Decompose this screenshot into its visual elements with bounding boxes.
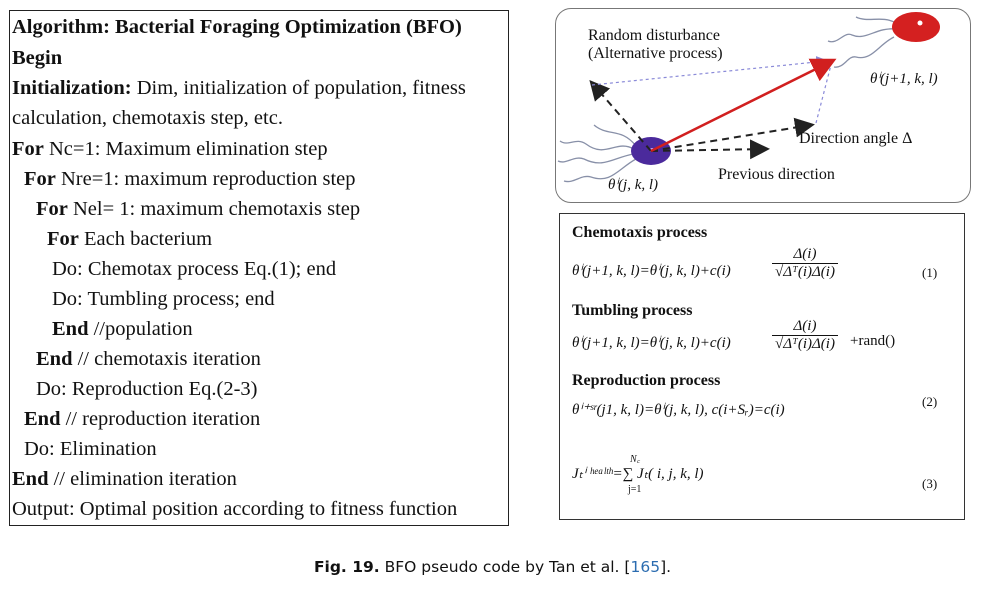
algo-line: For Nre=1: maximum reproduction step	[24, 168, 356, 190]
rand-term: +rand()	[850, 333, 896, 349]
frac-den: √Δᵀ(i)Δ(i)	[772, 335, 838, 353]
tumbling-title: Tumbling process	[572, 302, 693, 319]
formulas-box: Chemotaxis process θⁱ(j+1, k, l)=θⁱ(j, k…	[559, 213, 965, 520]
eq3-number: (3)	[922, 476, 938, 491]
algo-line: Do: Chemotax process Eq.(1); end	[52, 258, 337, 280]
chemotaxis-diagram: Random disturbance (Alternative process)…	[555, 8, 971, 203]
frac-num: Δ(i)	[793, 246, 817, 262]
reproduction-title: Reproduction process	[572, 372, 721, 389]
alt-dotted-link	[815, 60, 833, 124]
algo-line: Do: Elimination	[24, 438, 157, 460]
sum-bottom: j=1	[628, 484, 642, 495]
direction-angle-label: Direction angle Δ	[799, 130, 913, 147]
direction-arrow	[650, 117, 815, 152]
caption-reference-link[interactable]: 165	[630, 558, 661, 576]
diagram-graphic	[557, 12, 940, 183]
eq1-left: θⁱ(j+1, k, l)=θⁱ(j, k, l)+c(i)	[572, 263, 731, 279]
figure-caption: Fig. 19. BFO pseudo code by Tan et al. […	[0, 558, 985, 576]
algo-line: For Nel= 1: maximum chemotaxis step	[36, 198, 361, 220]
eq2-number: (2)	[922, 394, 938, 409]
chemotaxis-title: Chemotaxis process	[572, 224, 708, 241]
eq3: Jₜⁱ ʰᵉᵃˡᵗʰ=∑ Jₜ( i, j, k, l)	[572, 466, 704, 482]
algo-line: Begin	[12, 47, 63, 69]
algo-line: Algorithm: Bacterial Foraging Optimizati…	[12, 16, 462, 38]
algo-line: Output: Optimal position according to fi…	[12, 498, 458, 520]
algo-line: Do: Tumbling process; end	[52, 288, 275, 310]
algo-line: Initialization: Dim, initialization of p…	[12, 77, 466, 99]
algo-line: For Each bacterium	[47, 228, 213, 250]
algo-line: Do: Reproduction Eq.(2-3)	[36, 378, 258, 400]
algo-line: For Nc=1: Maximum elimination step	[12, 138, 328, 160]
sum-top: N꜀	[630, 454, 641, 465]
end-bacterium	[892, 12, 940, 42]
random-disturbance-arrow	[589, 79, 652, 152]
previous-direction-label: Previous direction	[718, 166, 835, 183]
algo-line: End //population	[52, 318, 193, 340]
frac-den: √Δᵀ(i)Δ(i)	[772, 263, 838, 281]
caption-end: ].	[660, 558, 672, 576]
alternative-process-label: (Alternative process)	[588, 45, 723, 62]
caption-text: BFO pseudo code by Tan et al. [	[379, 558, 631, 576]
eq2: θⁱ⁺ˢʳ(j1, k, l)=θⁱ(j, k, l), c(i+Sᵣ)=c(i…	[572, 402, 785, 418]
theta-end-label: θⁱ(j+1, k, l)	[870, 71, 938, 87]
theta-start-label: θⁱ(j, k, l)	[608, 177, 659, 193]
tumbling-left: θⁱ(j+1, k, l)=θⁱ(j, k, l)+c(i)	[572, 335, 731, 351]
eq1-number: (1)	[922, 265, 938, 280]
end-flagella	[827, 16, 897, 68]
start-flagella	[557, 124, 637, 183]
random-disturbance-label: Random disturbance	[588, 27, 720, 44]
algo-line: calculation, chemotaxis step, etc.	[12, 107, 283, 129]
algo-line: End // chemotaxis iteration	[36, 348, 261, 370]
eq1-fraction: Δ(i) √Δᵀ(i)Δ(i)	[772, 246, 838, 281]
main-red-arrow	[650, 58, 837, 153]
frac-num: Δ(i)	[793, 318, 817, 334]
algo-line: End // reproduction iteration	[24, 408, 261, 430]
tumbling-fraction: Δ(i) √Δᵀ(i)Δ(i)	[772, 318, 838, 353]
algorithm-box: Algorithm: Bacterial Foraging Optimizati…	[9, 10, 509, 526]
algo-line: End // elimination iteration	[12, 468, 237, 490]
caption-label: Fig. 19.	[313, 558, 380, 576]
